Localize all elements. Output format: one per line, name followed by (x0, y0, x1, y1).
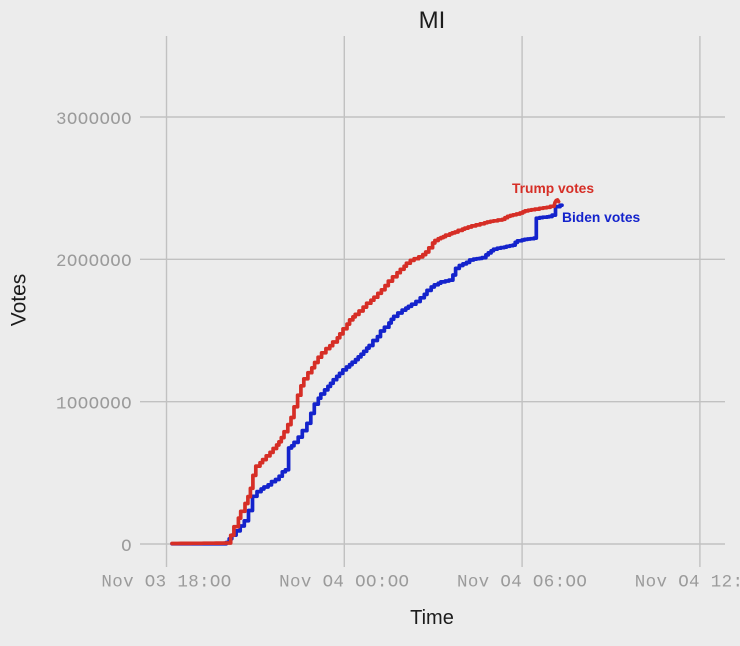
svg-text:Nov O4 12:OO: Nov O4 12:OO (635, 573, 740, 593)
svg-text:MI: MI (419, 7, 446, 34)
svg-text:Votes: Votes (8, 274, 31, 327)
svg-text:Biden votes: Biden votes (562, 210, 641, 225)
svg-text:Nov O3 18:OO: Nov O3 18:OO (101, 573, 231, 593)
svg-text:Nov O4 OO:OO: Nov O4 OO:OO (279, 573, 409, 593)
svg-text:3OOOOOO: 3OOOOOO (56, 110, 132, 130)
svg-text:Trump votes: Trump votes (512, 181, 594, 196)
svg-text:Nov O4 O6:OO: Nov O4 O6:OO (457, 573, 587, 593)
svg-text:2OOOOOO: 2OOOOOO (56, 252, 132, 272)
svg-text:1OOOOOO: 1OOOOOO (56, 395, 132, 415)
svg-text:O: O (121, 537, 132, 557)
svg-text:Time: Time (410, 607, 454, 629)
